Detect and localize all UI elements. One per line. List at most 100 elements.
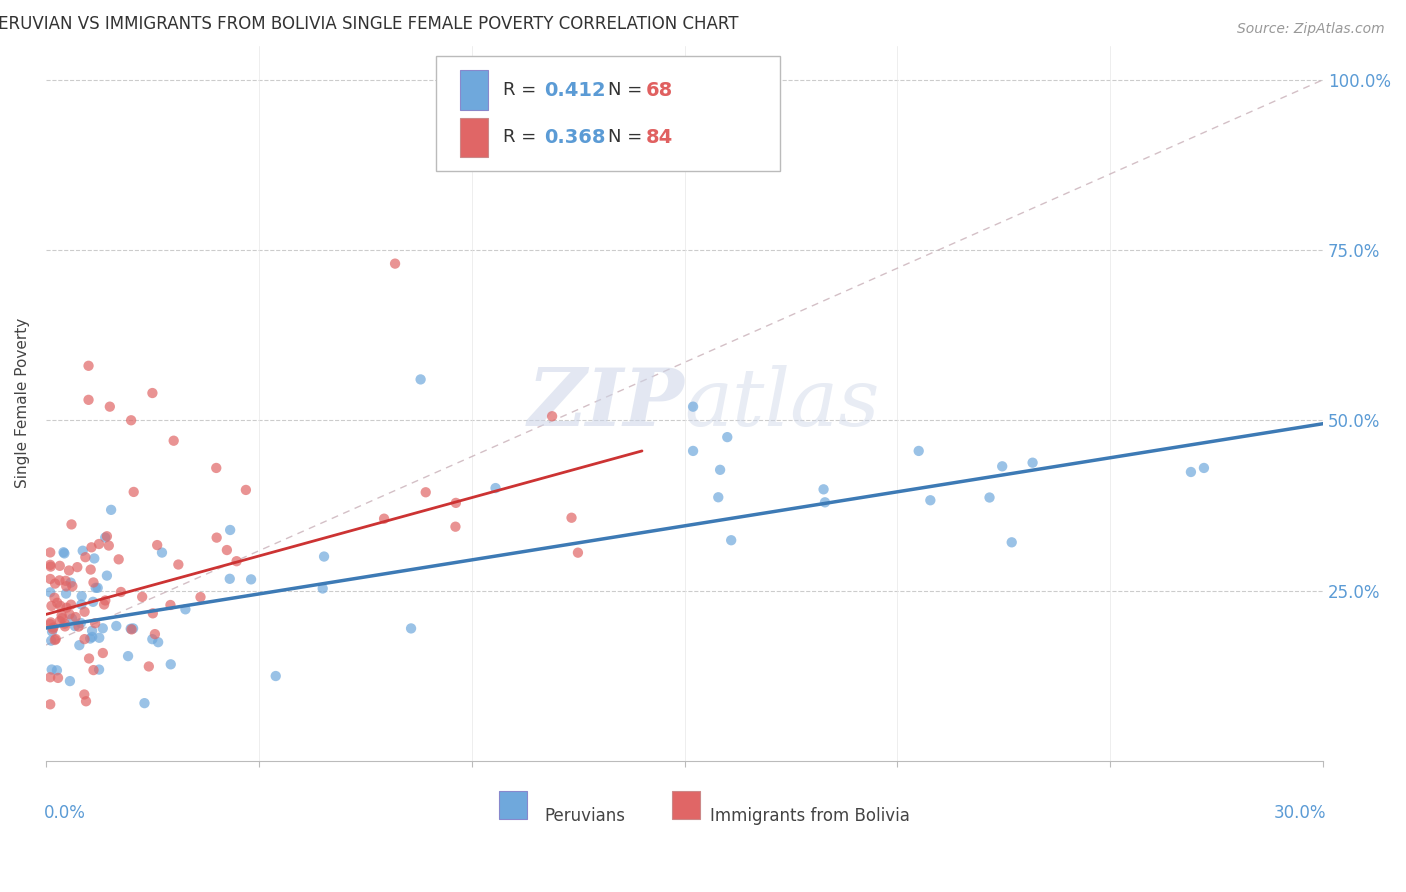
Point [100,503,122,517]
Point [97,539,120,553]
Point [94,593,117,607]
Point [44,591,66,605]
Point [60,517,83,532]
Point [105,619,128,633]
Point [150,545,173,559]
Point [174,602,197,616]
Point [312,549,335,564]
Point [96,568,118,582]
Point [65,610,87,624]
Point [94,531,117,545]
Point [51,608,73,623]
Point [70,589,93,603]
Text: R =: R = [503,81,543,99]
Point [86,581,108,595]
Point [384,257,406,271]
Point [159,598,181,612]
Point [55,600,77,615]
Point [709,463,731,477]
Point [920,493,942,508]
Text: atlas: atlas [685,365,880,442]
Point [91,621,114,635]
Point [682,400,704,414]
FancyBboxPatch shape [672,791,700,820]
Text: N =: N = [607,128,648,146]
Text: R =: R = [503,128,543,146]
Point [159,657,181,672]
Point [49,558,72,573]
Point [48,614,70,628]
Point [141,386,163,401]
Point [87,663,110,677]
Point [907,444,929,458]
Point [39,670,62,684]
Point [45,632,67,646]
Point [41,624,63,639]
Point [67,619,90,633]
Text: N =: N = [607,81,648,99]
Point [215,543,238,558]
Point [979,491,1001,505]
Point [70,598,93,612]
Point [218,572,240,586]
Point [707,490,730,504]
Y-axis label: Single Female Poverty: Single Female Poverty [15,318,30,489]
Point [240,573,263,587]
Point [205,461,228,475]
Point [163,434,186,448]
Point [83,663,105,677]
FancyBboxPatch shape [460,70,488,110]
Text: Immigrants from Bolivia: Immigrants from Bolivia [710,807,910,825]
Point [52,545,75,559]
Point [87,537,110,551]
Point [46,671,69,685]
Point [444,496,467,510]
Point [41,663,63,677]
Point [560,510,582,524]
Point [39,585,62,599]
Point [190,590,212,604]
Point [682,444,704,458]
Point [48,574,70,588]
Point [42,620,65,634]
Point [82,575,104,590]
Point [409,372,432,386]
Point [39,633,62,648]
Point [541,409,564,424]
Point [1192,461,1215,475]
Point [146,538,169,552]
Point [117,649,139,664]
Point [720,533,742,548]
Point [167,558,190,572]
Point [58,607,80,622]
FancyBboxPatch shape [460,118,488,157]
Point [1180,465,1202,479]
Text: ZIP: ZIP [527,365,685,442]
Point [219,523,242,537]
Point [131,590,153,604]
Point [75,550,97,565]
Point [1021,456,1043,470]
Point [122,621,145,635]
Point [991,459,1014,474]
Point [44,576,66,591]
Point [96,529,118,543]
Point [120,622,142,636]
Text: Peruvians: Peruvians [544,807,626,825]
Point [44,633,66,648]
Point [110,585,132,599]
Point [84,581,107,595]
Point [60,612,83,626]
Point [55,574,77,588]
Point [1001,535,1024,549]
Point [39,559,62,574]
Point [49,599,72,613]
Point [141,632,163,647]
Point [138,659,160,673]
Text: 30.0%: 30.0% [1274,804,1326,822]
Point [39,617,62,632]
Text: PERUVIAN VS IMMIGRANTS FROM BOLIVIA SINGLE FEMALE POVERTY CORRELATION CHART: PERUVIAN VS IMMIGRANTS FROM BOLIVIA SING… [0,15,740,33]
Point [39,615,62,630]
Point [77,651,100,665]
Point [814,495,837,509]
